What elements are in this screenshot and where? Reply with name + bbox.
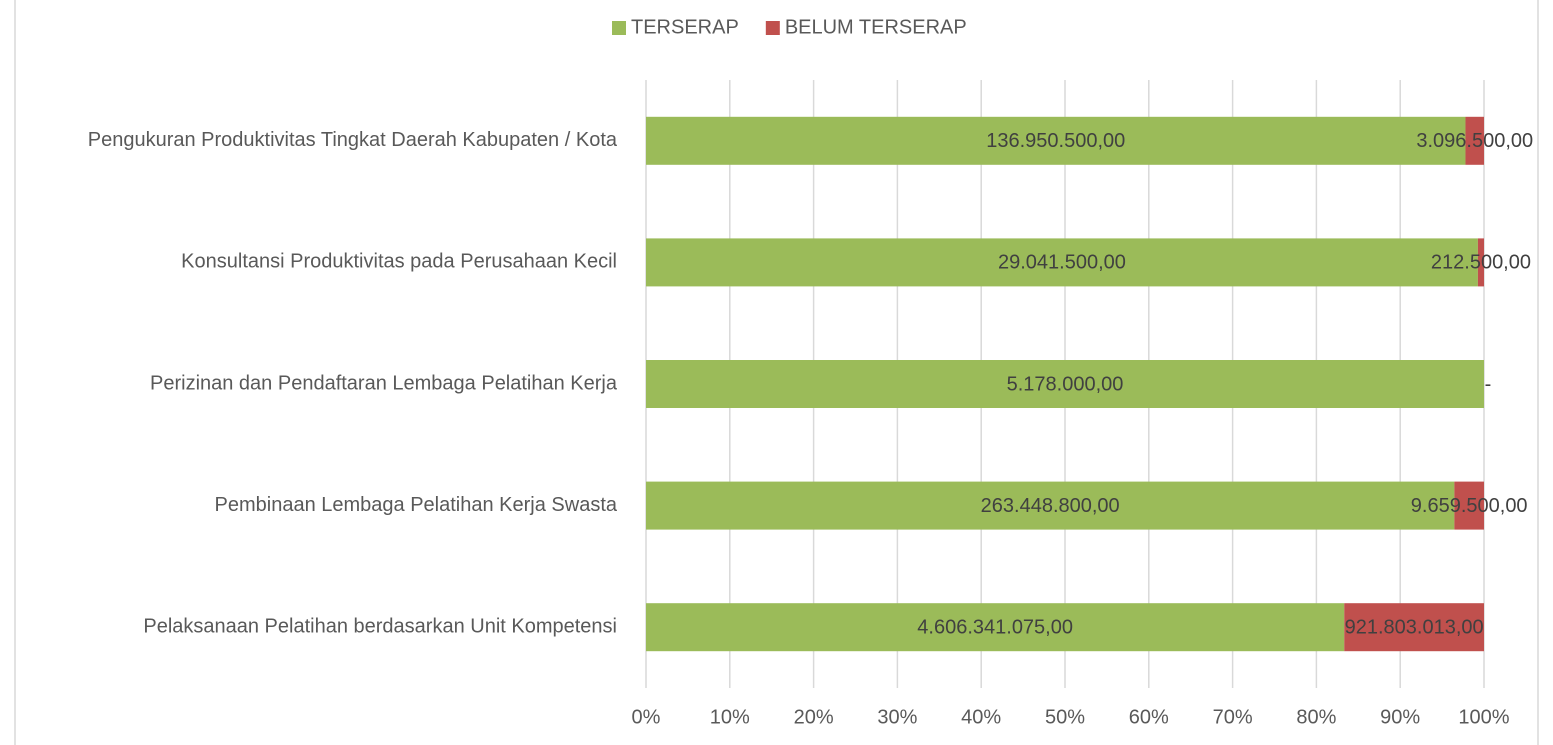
x-tick-label: 70% <box>1213 706 1253 728</box>
value-label: 29.041.500,00 <box>998 252 1126 274</box>
value-label: 5.178.000,00 <box>1007 373 1124 395</box>
x-tick-label: 0% <box>632 706 661 728</box>
y-tick-label: Pelaksanaan Pelatihan berdasarkan Unit K… <box>143 615 617 637</box>
x-tick-label: 80% <box>1296 706 1336 728</box>
legend-swatch <box>612 21 626 35</box>
bar-segment <box>646 360 1484 408</box>
value-label: - <box>1485 373 1492 395</box>
bar-segment <box>646 603 1345 652</box>
y-tick-label: Pengukuran Produktivitas Tingkat Daerah … <box>88 129 618 151</box>
value-label: 3.096.500,00 <box>1416 130 1533 152</box>
bar-segment <box>646 481 1455 530</box>
legend-swatch <box>765 21 780 35</box>
x-tick-label: 10% <box>710 706 750 728</box>
bar-segment <box>646 116 1466 165</box>
bar-segment <box>1454 481 1484 530</box>
x-tick-label: 30% <box>877 706 917 728</box>
x-tick-label: 60% <box>1129 706 1169 728</box>
legend-label: BELUM TERSERAP <box>785 16 967 38</box>
bar-segment <box>1344 603 1484 652</box>
value-label: 263.448.800,00 <box>981 495 1120 517</box>
x-tick-label: 100% <box>1458 706 1509 728</box>
bar-segment <box>646 238 1478 287</box>
bar-segment <box>1477 238 1484 287</box>
x-tick-label: 50% <box>1045 706 1085 728</box>
value-label: 921.803.013,00 <box>1345 616 1484 638</box>
bar-segment <box>1465 116 1484 165</box>
y-tick-label: Perizinan dan Pendaftaran Lembaga Pelati… <box>150 372 618 394</box>
x-tick-label: 40% <box>961 706 1001 728</box>
value-label: 212.500,00 <box>1431 252 1531 274</box>
legend-label: TERSERAP <box>631 16 739 38</box>
x-tick-label: 90% <box>1380 706 1420 728</box>
x-tick-label: 20% <box>794 706 834 728</box>
value-label: 9.659.500,00 <box>1411 495 1528 517</box>
y-tick-label: Konsultansi Produktivitas pada Perusahaa… <box>181 251 617 273</box>
value-label: 136.950.500,00 <box>986 130 1125 152</box>
y-tick-label: Pembinaan Lembaga Pelatihan Kerja Swasta <box>215 494 618 516</box>
value-label: 4.606.341.075,00 <box>917 616 1073 638</box>
